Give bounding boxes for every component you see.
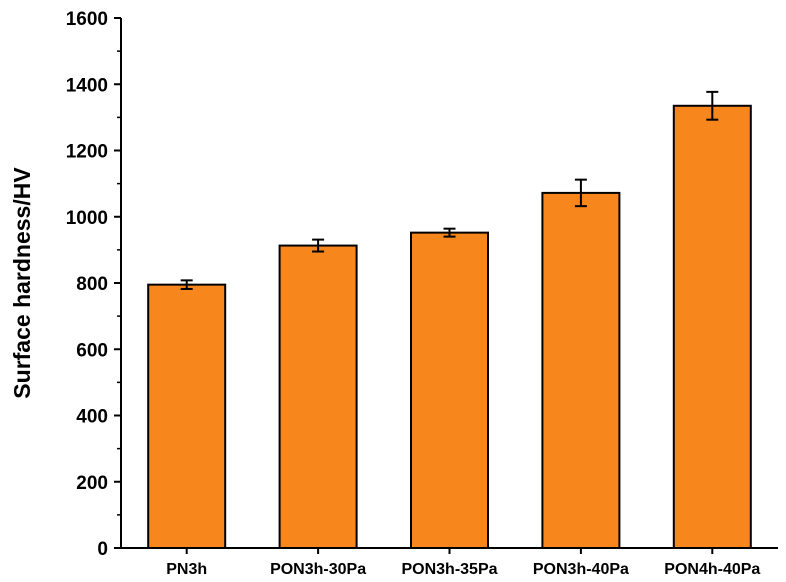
- bar-PN3h: [147, 283, 227, 549]
- y-tick-label-1200: 1200: [66, 142, 108, 163]
- error-bar-PON4h-40Pa: [706, 90, 719, 121]
- bar-PON3h-35Pa: [410, 231, 489, 549]
- x-tick-label-PON3h-35Pa: PON3h-35Pa: [401, 561, 497, 578]
- y-tick-label-1000: 1000: [66, 208, 108, 229]
- x-tick-label-PON3h-30Pa: PON3h-30Pa: [270, 561, 366, 578]
- y-tick-label-800: 800: [76, 274, 108, 295]
- y-tick-label-600: 600: [76, 340, 108, 361]
- x-tick-label-PN3h: PN3h: [166, 561, 207, 578]
- y-tick-label-1400: 1400: [66, 75, 108, 96]
- y-axis-title: Surface hardness/HV: [9, 167, 35, 399]
- x-tick-label-PON4h-40Pa: PON4h-40Pa: [664, 561, 760, 578]
- error-bar-PON3h-30Pa: [312, 238, 325, 253]
- x-tick-label-PON3h-40Pa: PON3h-40Pa: [533, 561, 629, 578]
- bar-PON4h-40Pa: [672, 104, 752, 549]
- y-tick-label-1600: 1600: [66, 9, 108, 30]
- y-tick-label-200: 200: [76, 473, 108, 494]
- bars: [147, 90, 752, 549]
- error-bar-PN3h: [180, 279, 193, 290]
- y-tick-label-0: 0: [97, 539, 108, 560]
- bar-PON3h-40Pa: [541, 191, 621, 549]
- category-labels: PN3h PON3h-30Pa PON3h-35Pa PON3h-40Pa PON4h-…: [166, 548, 760, 578]
- bar-PON3h-30Pa: [278, 244, 358, 549]
- error-bar-PON3h-35Pa: [443, 227, 456, 238]
- y-axis-ticks: 0 200 400 600 800 1000 1200 1400 1600: [66, 9, 121, 560]
- y-tick-label-400: 400: [76, 407, 108, 428]
- error-bar-PON3h-40Pa: [574, 178, 587, 208]
